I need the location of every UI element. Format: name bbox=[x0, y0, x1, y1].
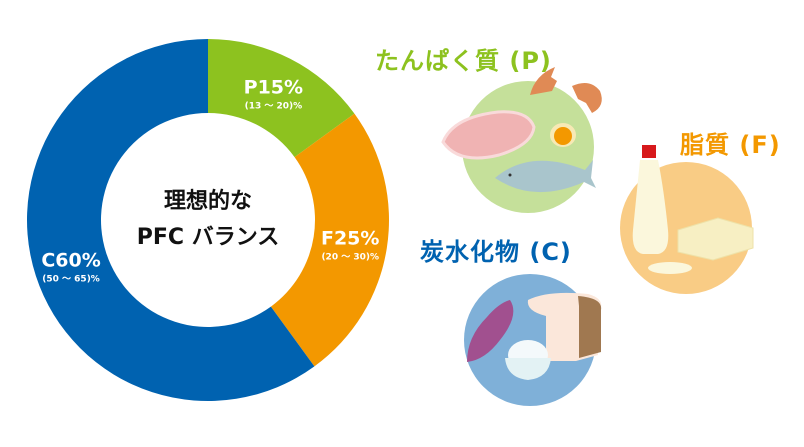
slice-label-P: P15% bbox=[244, 77, 303, 99]
potato-bread-rice-icon bbox=[464, 274, 602, 406]
slice-range-C: (50 ～ 65)% bbox=[42, 274, 100, 284]
carb-title: 炭水化物 (C) bbox=[420, 238, 572, 266]
oil-butter-icon bbox=[620, 145, 754, 294]
slice-C bbox=[26, 39, 315, 401]
slice-range-P: (13 ～ 20)% bbox=[245, 102, 303, 112]
fat-title: 脂質 (F) bbox=[680, 131, 781, 159]
center-label-line: PFC バランス bbox=[137, 225, 280, 250]
center-label-line: 理想的な bbox=[164, 188, 252, 214]
slice-F bbox=[270, 113, 389, 367]
slice-label-F: F25% bbox=[321, 228, 379, 250]
slice-label-C: C60% bbox=[41, 249, 100, 271]
slice-P bbox=[208, 39, 355, 158]
meat-egg-fish-icon bbox=[441, 67, 602, 213]
protein-title: たんぱく質 (P) bbox=[375, 47, 552, 75]
slice-range-F: (20 ～ 30)% bbox=[321, 253, 379, 263]
